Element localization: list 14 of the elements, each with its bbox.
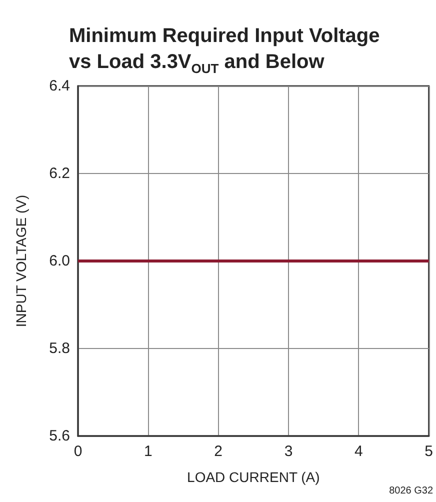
- x-tick-label: 1: [144, 443, 152, 460]
- x-tick-label: 4: [354, 443, 363, 460]
- y-tick-label: 6.4: [49, 78, 70, 94]
- x-tick-label: 5: [424, 443, 433, 460]
- y-axis-title: INPUT VOLTAGE (V): [13, 194, 29, 328]
- y-tick-label: 6.0: [49, 252, 70, 270]
- y-tick-label: 5.8: [49, 340, 70, 357]
- y-tick-label: 6.2: [49, 165, 70, 182]
- x-tick-label: 2: [214, 443, 223, 460]
- y-tick-label: 5.6: [49, 428, 70, 444]
- x-tick-label: 0: [74, 443, 82, 460]
- text: 8026 G32: [389, 486, 434, 496]
- x-tick-label: 3: [284, 443, 293, 460]
- x-axis-title: LOAD CURRENT (A): [187, 469, 320, 485]
